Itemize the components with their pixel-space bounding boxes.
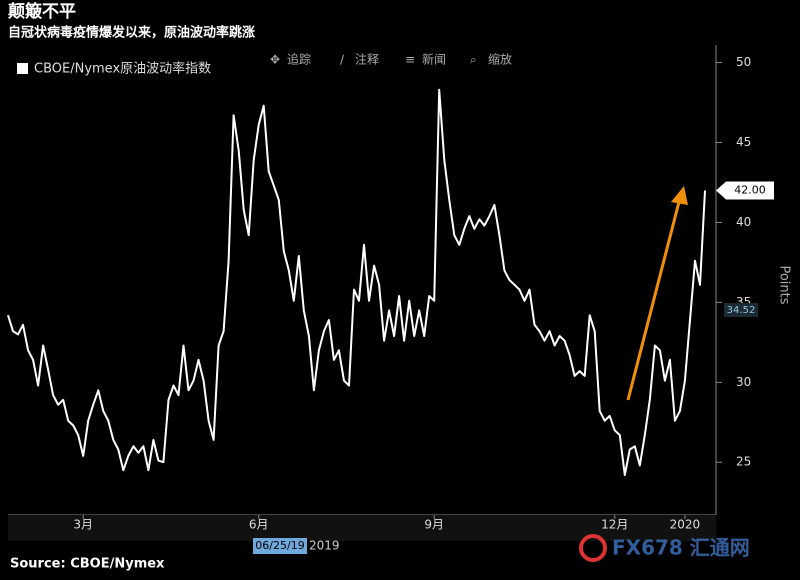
last-value-tag xyxy=(716,181,774,200)
toolbar-button[interactable]: 新闻 xyxy=(422,52,446,67)
data-line xyxy=(7,88,706,476)
toolbar-icon: ∕ xyxy=(340,53,345,67)
arrow-head xyxy=(671,186,688,205)
toolbar-icon: ✥ xyxy=(270,53,280,67)
x-tick-label: 2020 xyxy=(670,518,701,532)
cursor-date: 06/25/19 xyxy=(255,539,304,552)
y-tick-label: 25 xyxy=(736,455,751,469)
last-value-label: 42.00 xyxy=(734,183,766,196)
year-label: 2019 xyxy=(309,539,340,553)
legend-label: CBOE/Nymex原油波动率指数 xyxy=(34,61,211,77)
watermark-logo xyxy=(579,534,607,562)
toolbar: ✥ 追踪 ∕ 注释 ≡ 新闻 ⌕ 缩放 xyxy=(270,52,512,67)
toolbar-button[interactable]: 缩放 xyxy=(488,52,512,67)
value-tag-label: 34.52 xyxy=(727,305,756,316)
toolbar-icon: ⌕ xyxy=(470,53,477,67)
toolbar-button[interactable]: 追踪 xyxy=(287,52,311,67)
y-axis-label: Points xyxy=(777,265,792,304)
y-tick-label: 45 xyxy=(736,135,751,149)
legend-swatch xyxy=(17,63,28,74)
y-tick-label: 30 xyxy=(736,375,751,389)
chart-title: 颠簸不平 xyxy=(8,1,76,22)
value-tag xyxy=(724,303,758,318)
x-tick-label: 3月 xyxy=(73,518,93,532)
chart-subtitle: 自冠状病毒疫情爆发以来，原油波动率跳涨 xyxy=(8,25,255,41)
trend-arrow xyxy=(626,186,688,401)
x-tick-label: 9月 xyxy=(424,518,444,532)
y-tick-label: 50 xyxy=(736,55,751,69)
toolbar-icon: ≡ xyxy=(405,53,415,67)
arrow-shaft xyxy=(626,197,682,401)
x-tick-label: 12月 xyxy=(601,518,628,532)
watermark: FX678 汇通网 xyxy=(612,536,750,560)
plot-area xyxy=(8,45,716,515)
cursor-date-box xyxy=(253,538,307,554)
toolbar-button[interactable]: 注释 xyxy=(355,52,379,67)
x-tick-label: 6月 xyxy=(249,518,269,532)
y-tick-label: 40 xyxy=(736,215,751,229)
source: Source: CBOE/Nymex xyxy=(10,557,165,572)
